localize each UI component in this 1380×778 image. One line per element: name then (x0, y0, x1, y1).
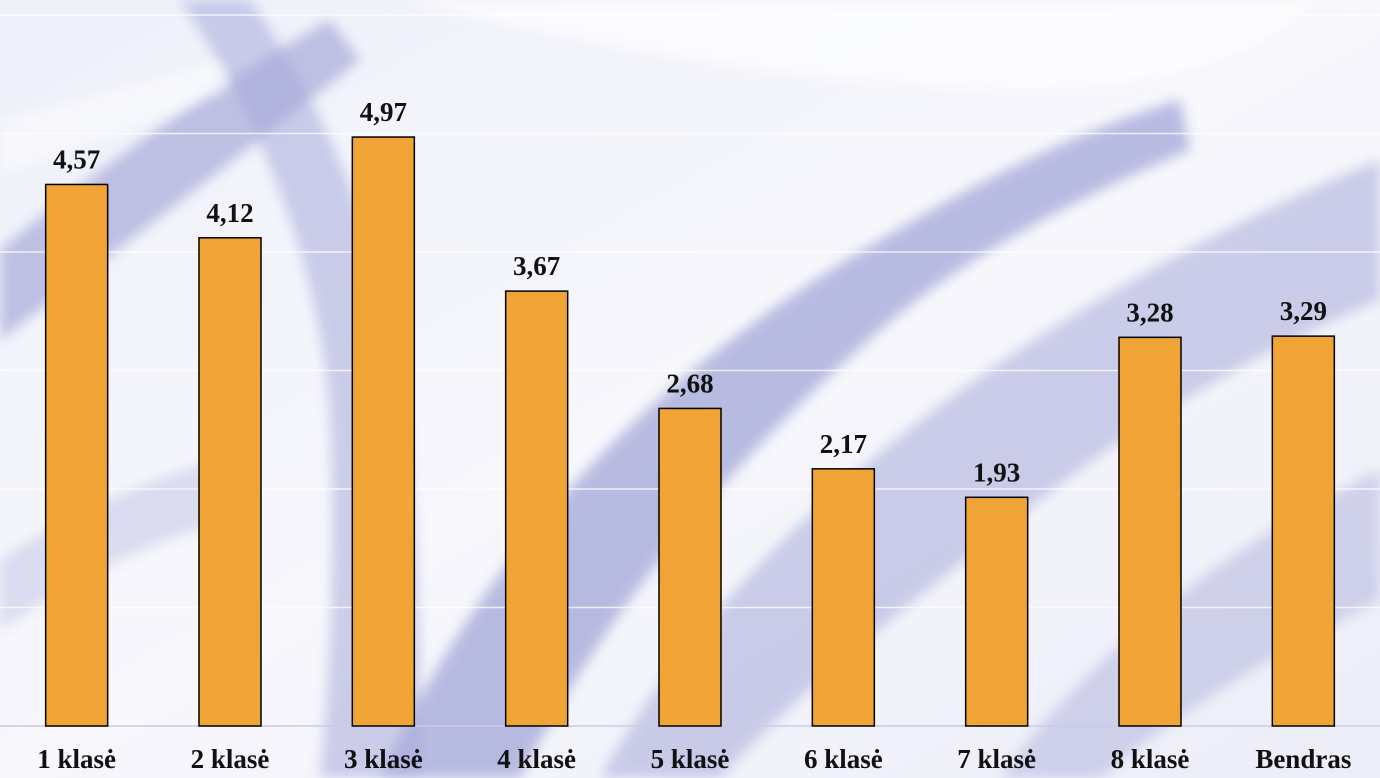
category-label-9: Bendras (1255, 744, 1351, 774)
category-label-2: 2 klasė (191, 744, 270, 774)
data-label-4: 3,67 (513, 251, 560, 281)
bar-3 (351, 136, 416, 727)
data-label-3: 4,97 (360, 97, 407, 127)
bar-8 (1118, 336, 1182, 727)
bar-7 (964, 496, 1029, 727)
category-label-6: 6 klasė (804, 744, 883, 774)
bar-6 (811, 468, 876, 727)
category-label-7: 7 klasė (957, 744, 1036, 774)
data-label-1: 4,57 (53, 144, 100, 174)
bar-1 (44, 183, 109, 727)
data-label-7: 1,93 (973, 457, 1020, 487)
category-labels: 1 klasė 2 klasė 3 klasė 4 klasė 5 klasė 6 kla… (37, 744, 1351, 774)
data-labels: 4,57 4,12 4,97 3,67 2,68 2,17 1,93 3,28 3,29 (53, 97, 1327, 487)
category-label-4: 4 klasė (497, 744, 576, 774)
data-label-9: 3,29 (1280, 296, 1327, 326)
data-label-2: 4,12 (206, 198, 253, 228)
data-label-6: 2,17 (820, 429, 867, 459)
bar-2 (198, 237, 262, 727)
bar-4 (504, 290, 569, 727)
bar-9 (1271, 335, 1336, 727)
data-label-8: 3,28 (1126, 297, 1173, 327)
bar-5 (658, 407, 722, 727)
category-label-3: 3 klasė (344, 744, 423, 774)
data-label-5: 2,68 (666, 368, 713, 398)
category-label-1: 1 klasė (37, 744, 116, 774)
category-label-8: 8 klasė (1111, 744, 1190, 774)
category-label-5: 5 klasė (651, 744, 730, 774)
bars (44, 136, 1336, 727)
